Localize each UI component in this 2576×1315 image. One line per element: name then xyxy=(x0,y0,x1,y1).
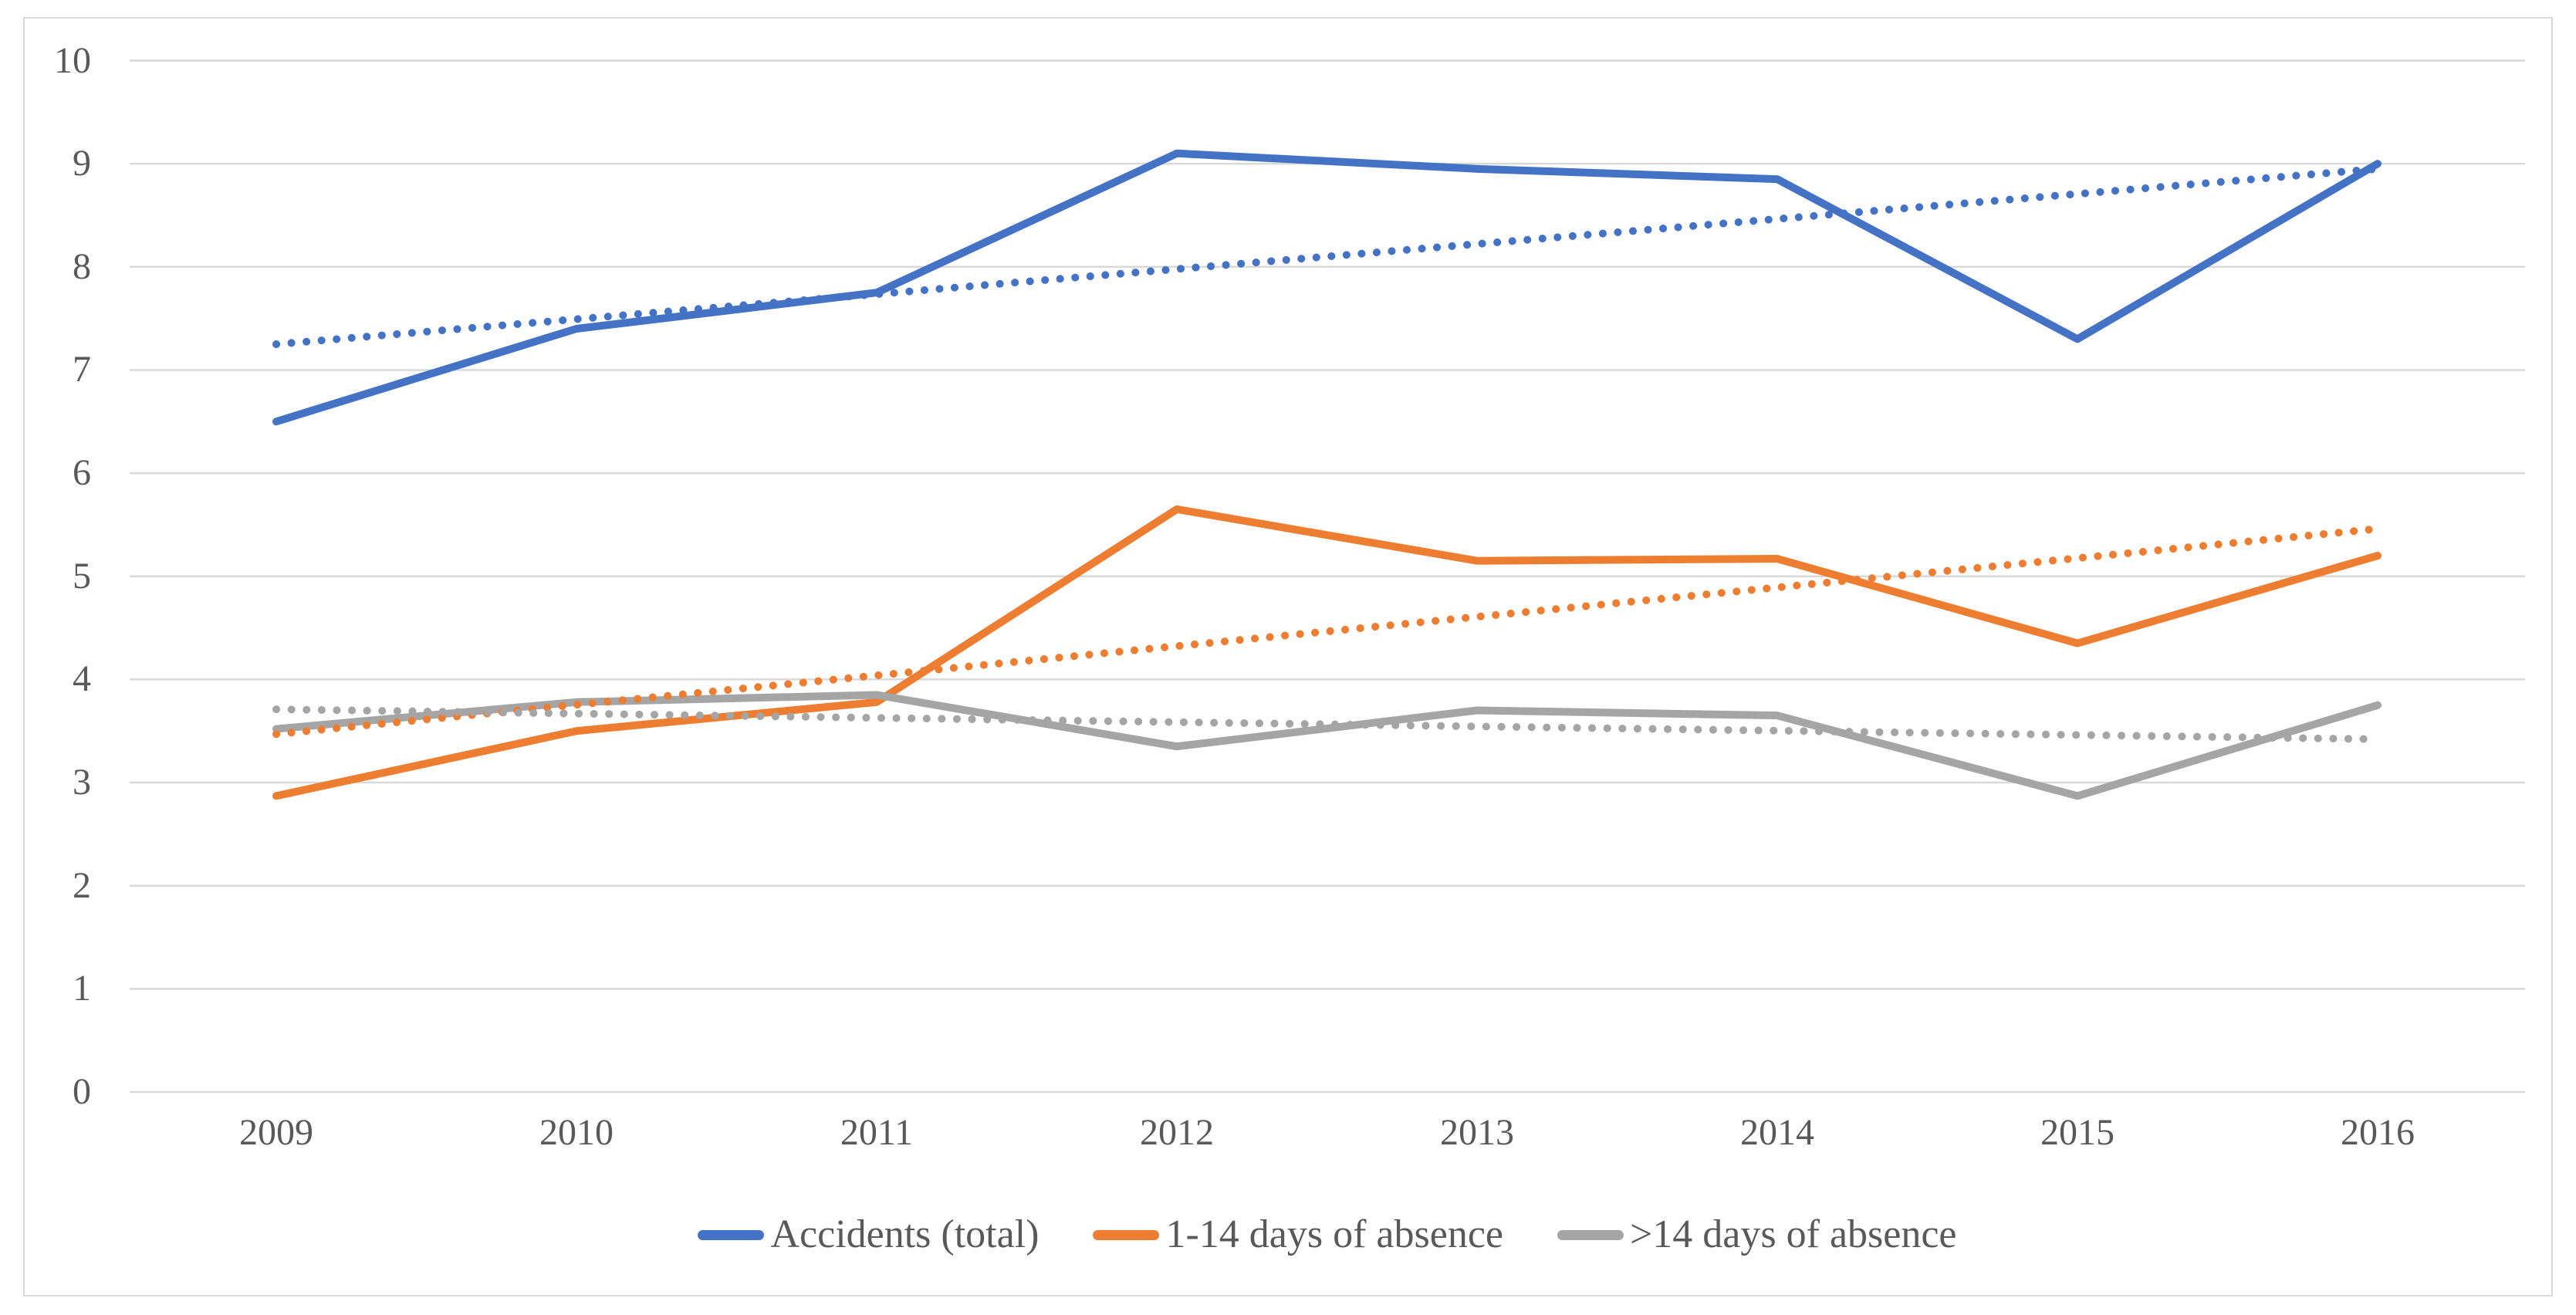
y-tick-label: 9 xyxy=(73,143,91,184)
x-tick-label: 2014 xyxy=(1740,1112,1814,1153)
x-tick-label: 2010 xyxy=(539,1112,614,1153)
y-tick-label: 5 xyxy=(73,555,91,597)
y-tick-label: 0 xyxy=(73,1071,91,1112)
legend-label: Accidents (total) xyxy=(770,1212,1040,1256)
series-lines xyxy=(272,149,2382,800)
trendline-1-14-days-of-absence xyxy=(272,525,2382,739)
trendline-accidents-total- xyxy=(272,164,2382,349)
y-tick-label: 3 xyxy=(73,762,91,803)
x-tick-label: 2016 xyxy=(2341,1112,2415,1153)
figure-border xyxy=(23,17,2553,1296)
legend-item-1-14-days: 1-14 days of absence xyxy=(1093,1212,1503,1258)
x-tick-label: 2013 xyxy=(1440,1112,1514,1153)
y-tick-label: 7 xyxy=(73,349,91,390)
gridlines xyxy=(130,59,2525,1094)
y-tick-label: 10 xyxy=(54,39,91,81)
legend-item-accidents-total: Accidents (total) xyxy=(698,1212,1039,1258)
legend-label: 1-14 days of absence xyxy=(1165,1212,1503,1256)
x-tick-label: 2012 xyxy=(1140,1112,1214,1153)
x-tick-label: 2009 xyxy=(239,1112,313,1153)
y-tick-label: 8 xyxy=(73,245,91,287)
chart-legend: Accidents (total) 1-14 days of absence >… xyxy=(130,1204,2525,1266)
series-line-1-14-days-of-absence xyxy=(272,505,2382,800)
x-tick-label: 2015 xyxy=(2040,1112,2115,1153)
legend-item-gt14-days: >14 days of absence xyxy=(1557,1212,1957,1258)
legend-line-swatch-orange xyxy=(1093,1229,1160,1240)
x-tick-label: 2011 xyxy=(840,1112,914,1153)
trendline--14-days-of-absence xyxy=(272,705,2382,743)
y-tick-label: 6 xyxy=(73,452,91,494)
legend-line-swatch-blue xyxy=(698,1229,765,1240)
legend-line-swatch-gray xyxy=(1557,1229,1624,1240)
trend-lines xyxy=(272,164,2382,743)
series-line-accidents-total- xyxy=(272,149,2382,426)
legend-label: >14 days of absence xyxy=(1629,1212,1957,1256)
y-tick-label: 1 xyxy=(73,968,91,1009)
y-tick-label: 2 xyxy=(73,864,91,906)
y-tick-label: 4 xyxy=(73,658,91,700)
series-line--14-days-of-absence xyxy=(272,691,2382,800)
